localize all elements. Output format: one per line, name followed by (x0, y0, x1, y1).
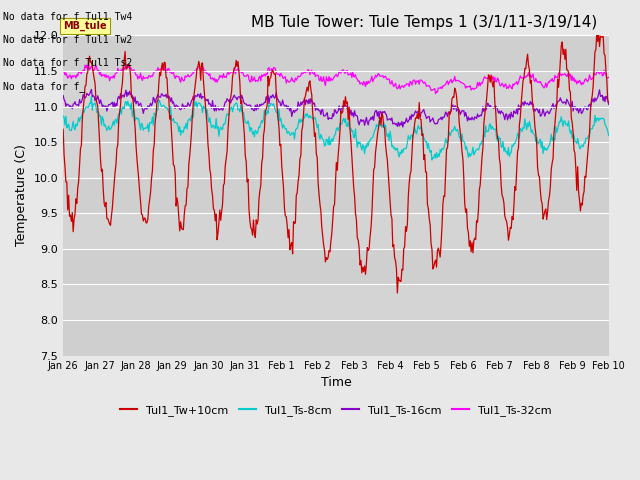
Bar (63, 320, 609, 356)
Bar (63, 107, 609, 142)
Text: No data for f Tul1 Tw2: No data for f Tul1 Tw2 (3, 35, 132, 45)
Text: No data for f_: No data for f_ (3, 81, 86, 92)
Bar (63, 36, 609, 71)
Text: No data for f Tul1 Tw4: No data for f Tul1 Tw4 (3, 12, 132, 22)
Text: No data for f Tul1 Ts2: No data for f Tul1 Ts2 (3, 58, 132, 68)
Bar (63, 178, 609, 213)
Legend: Tul1_Tw+10cm, Tul1_Ts-8cm, Tul1_Ts-16cm, Tul1_Ts-32cm: Tul1_Tw+10cm, Tul1_Ts-8cm, Tul1_Ts-16cm,… (116, 401, 556, 420)
Text: MB_tule: MB_tule (63, 21, 107, 31)
Y-axis label: Temperature (C): Temperature (C) (15, 144, 28, 246)
Bar (63, 249, 609, 285)
X-axis label: Time: Time (321, 376, 351, 389)
Text: MB Tule Tower: Tule Temps 1 (3/1/11-3/19/14): MB Tule Tower: Tule Temps 1 (3/1/11-3/19… (252, 15, 598, 30)
